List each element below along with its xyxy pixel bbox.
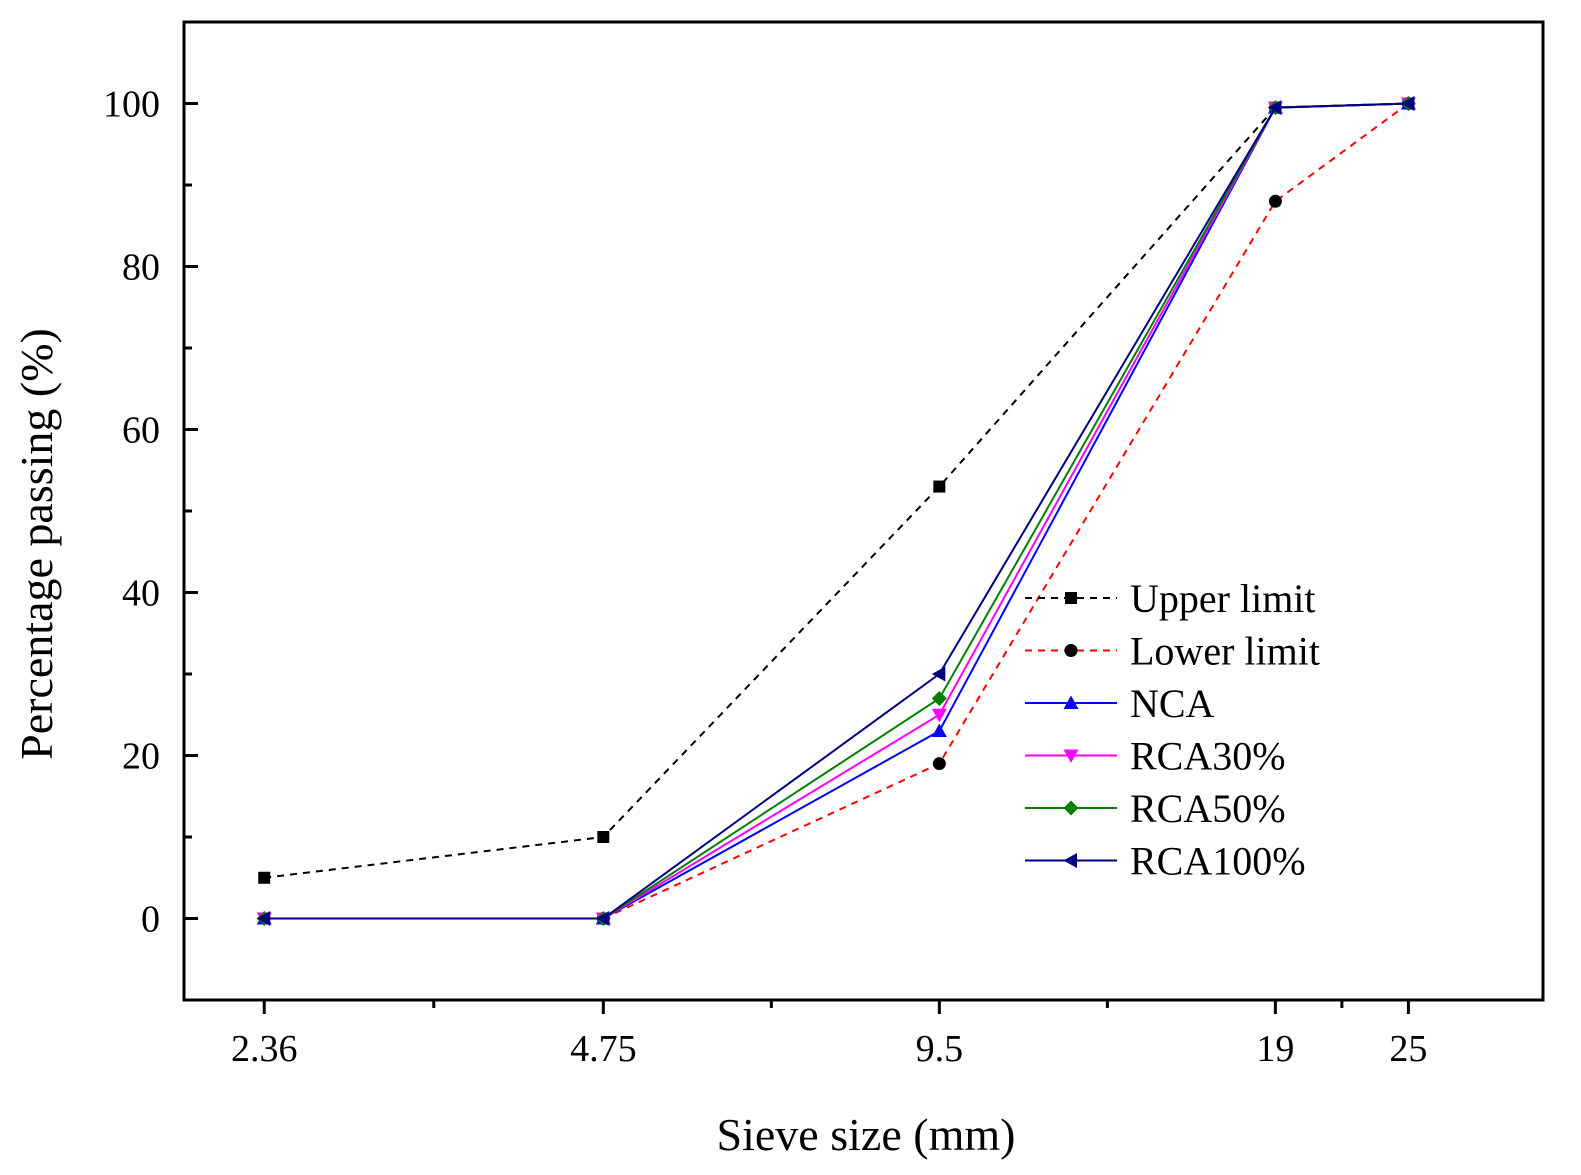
y-tick-label: 0: [141, 899, 160, 941]
data-point: [258, 871, 271, 884]
legend-marker: [1063, 695, 1079, 709]
series-layer: [256, 96, 1416, 926]
data-point: [931, 690, 947, 706]
x-tick-label: 4.75: [570, 1028, 637, 1070]
legend-marker: [1063, 853, 1077, 868]
x-tick-label: 25: [1389, 1028, 1427, 1070]
legend-item: RCA30%: [1025, 734, 1286, 779]
legend-label: RCA50%: [1130, 786, 1286, 831]
legend: Upper limit Lower limit NCA RCA30% RCA50% RCA…: [1025, 576, 1320, 884]
legend-label: RCA100%: [1130, 839, 1306, 884]
series-rca100-: [256, 96, 1415, 926]
legend-item: RCA50%: [1025, 786, 1286, 831]
x-tick-label: 19: [1256, 1028, 1294, 1070]
data-point: [256, 911, 271, 926]
data-point: [1267, 100, 1282, 116]
data-point: [597, 831, 610, 843]
legend-label: RCA30%: [1130, 734, 1286, 779]
legend-item: Lower limit: [1025, 629, 1320, 674]
legend-marker: [1063, 800, 1079, 816]
legend-label: NCA: [1130, 681, 1215, 726]
data-point: [932, 757, 946, 771]
data-point: [931, 708, 947, 723]
series-line: [602, 102, 1410, 920]
x-axis-title: Sieve size (mm): [717, 1109, 1016, 1160]
data-point: [595, 911, 610, 926]
y-tick-label: 60: [122, 410, 160, 452]
legend-label: Lower limit: [1130, 629, 1320, 674]
data-point: [933, 480, 946, 493]
legend-marker: [1065, 592, 1077, 604]
x-tick-label: 2.36: [231, 1028, 298, 1070]
y-tick-label: 40: [122, 573, 160, 615]
data-point: [1268, 194, 1282, 208]
y-tick-label: 100: [103, 84, 160, 126]
y-tick-label: 80: [122, 247, 160, 289]
data-point: [931, 666, 946, 682]
data-point: [1400, 96, 1415, 111]
y-tick-label: 20: [122, 736, 160, 778]
legend-item: NCA: [1025, 681, 1215, 726]
legend-item: Upper limit: [1025, 576, 1316, 621]
data-point: [931, 723, 947, 738]
x-tick-label: 9.5: [916, 1028, 964, 1070]
legend-label: Upper limit: [1130, 576, 1316, 621]
y-axis-title: Percentage passing (%): [11, 328, 62, 760]
axes-layer: 0 20 40 60 80 100 2.36 4.75 9.5 19 25: [103, 20, 1545, 1070]
series-line: [264, 102, 1409, 879]
legend-marker: [1064, 644, 1078, 657]
legend-item: RCA100%: [1025, 839, 1306, 884]
legend-marker: [1063, 749, 1079, 763]
